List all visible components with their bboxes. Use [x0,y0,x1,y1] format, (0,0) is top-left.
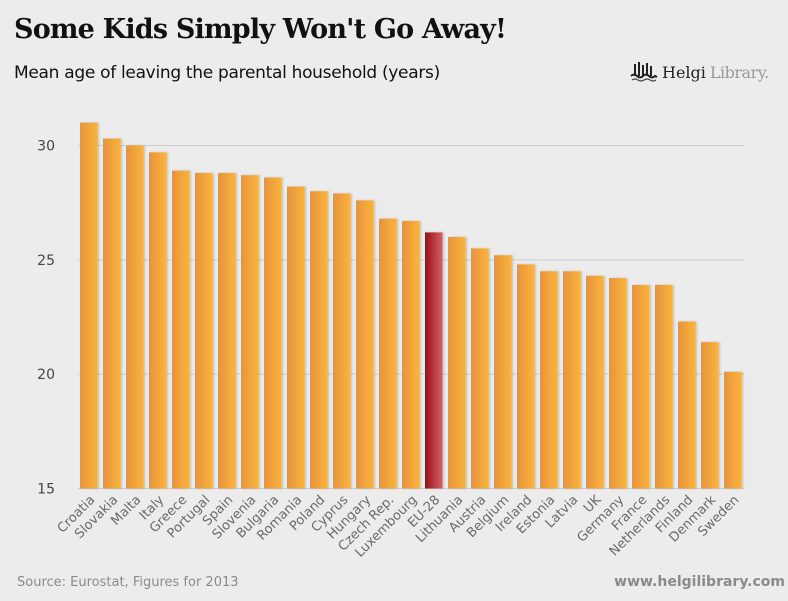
bar-spain [218,172,236,489]
y-axis-ticks: 15 20 25 30 [37,139,55,498]
bar-uk [586,275,604,489]
helgi-library-logo-icon [630,62,658,82]
bar-eu-28 [425,232,443,489]
bar-romania [287,186,305,489]
bar-ireland [517,264,535,489]
bar-slovenia [241,175,259,489]
bar-denmark [701,342,719,489]
bar-belgium [494,255,512,489]
bar-slovakia [103,138,121,489]
bar-latvia [563,271,581,489]
bar-greece [172,170,190,489]
bar-cyprus [333,193,351,489]
y-tick-label: 25 [37,253,55,269]
bar-portugal [195,172,213,489]
bar-sweden [724,371,742,489]
bars [80,122,742,489]
helgi-library-logo: Helgi Library. [630,60,769,84]
bar-finland [678,321,696,489]
y-tick-label: 15 [37,482,55,498]
bar-malta [126,145,144,489]
bar-lithuania [448,236,466,489]
website-link[interactable]: www.helgilibrary.com [614,574,785,590]
y-tick-label: 30 [37,139,55,155]
chart-subtitle: Mean age of leaving the parental househo… [14,63,440,83]
y-tick-label: 20 [37,367,55,383]
bar-bulgaria [264,177,282,489]
x-axis-labels: CroatiaSlovakiaMaltaItalyGreecePortugalS… [55,492,743,560]
bar-czech-rep [379,218,397,489]
bar-hungary [356,200,374,489]
bar-estonia [540,271,558,489]
source-note: Source: Eurostat, Figures for 2013 [17,575,239,590]
bar-france [632,284,650,489]
bar-croatia [80,122,98,489]
bar-netherlands [655,284,673,489]
bar-germany [609,278,627,489]
logo-text-helgi: Helgi [662,62,706,82]
bar-austria [471,248,489,489]
logo-text-library: Library. [709,62,769,82]
bar-luxembourg [402,220,420,489]
bar-poland [310,191,328,489]
bar-italy [149,152,167,489]
chart-title: Some Kids Simply Won't Go Away! [14,14,507,45]
